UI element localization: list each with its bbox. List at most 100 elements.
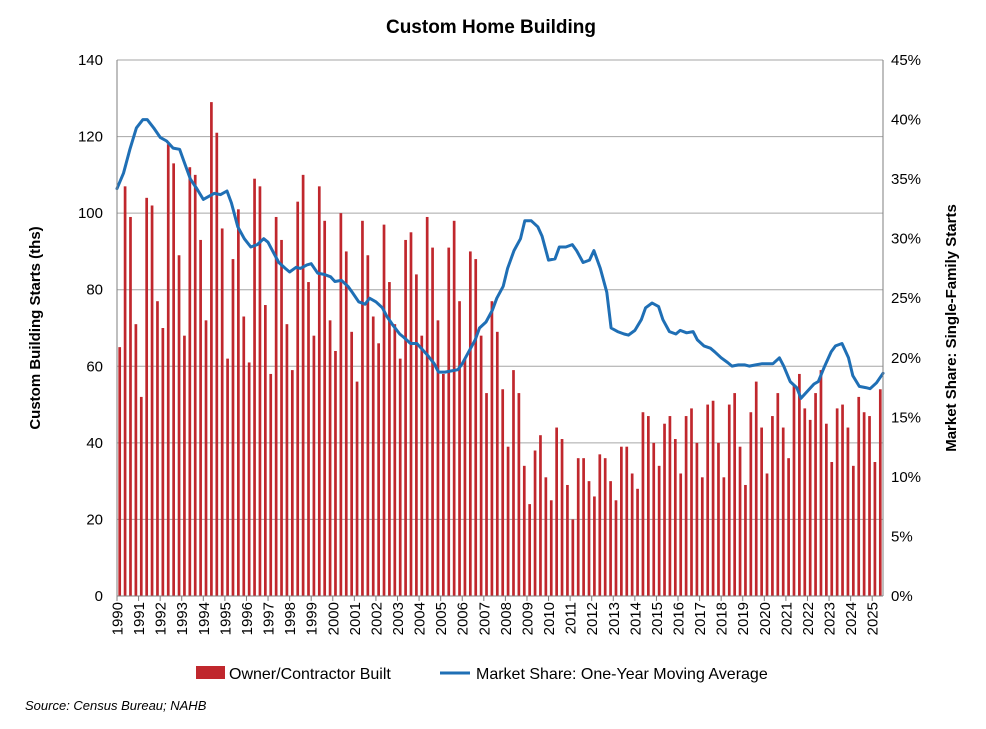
bar (792, 385, 796, 596)
bar (717, 442, 720, 596)
bar (630, 473, 634, 596)
x-axis-tick-label: 1997 (261, 602, 278, 635)
bar (274, 216, 278, 596)
left-axis-title: Custom Building Starts (ths) (27, 226, 44, 429)
bar (695, 442, 699, 596)
right-axis-tick-label: 45% (891, 52, 921, 69)
bar (264, 305, 267, 596)
bar (733, 393, 737, 596)
bar (533, 450, 537, 596)
source-note: Source: Census Bureau; NAHB (25, 698, 207, 713)
right-axis-title: Market Share: Single-Family Starts (943, 204, 960, 452)
x-axis-tick-label: 2014 (627, 602, 644, 635)
x-axis-tick-label: 1990 (110, 602, 127, 635)
left-axis-tick-label: 20 (86, 511, 103, 528)
bar (868, 416, 871, 596)
bar (647, 416, 650, 596)
bar (873, 462, 877, 596)
left-axis-tick-label: 60 (86, 358, 103, 375)
x-axis-tick-label: 2011 (563, 602, 580, 634)
bar (269, 373, 273, 596)
right-axis-tick-label: 20% (891, 350, 921, 367)
x-axis-tick-labels: 1990 1991 1992 1993 1994 1995 1996 1997 1998 1999… (110, 602, 882, 635)
bar (814, 393, 817, 596)
bar (598, 454, 602, 596)
bar (738, 446, 742, 596)
bar (781, 427, 785, 596)
x-axis-tick-label: 2018 (714, 602, 731, 635)
bar (593, 496, 596, 596)
bar (355, 381, 359, 596)
bar (312, 335, 316, 596)
x-axis-tick-label: 2002 (368, 602, 385, 635)
bar (156, 301, 159, 596)
bar (711, 400, 715, 596)
bar (301, 174, 305, 597)
bar (398, 358, 402, 596)
x-axis-tick-label: 2010 (541, 602, 558, 635)
bar (582, 458, 585, 596)
bar (237, 209, 240, 596)
bar (371, 316, 375, 596)
bar (614, 500, 618, 596)
right-axis-tick-label: 10% (891, 469, 921, 486)
bar (571, 519, 575, 596)
bar (544, 477, 548, 596)
bar (458, 301, 461, 596)
bar (420, 335, 424, 596)
bar (258, 186, 262, 596)
bar (344, 251, 348, 596)
x-axis-tick-label: 2004 (412, 602, 429, 635)
bar (409, 232, 413, 597)
bar (841, 404, 844, 596)
bar-series-owner-contractor-built (118, 102, 882, 597)
x-axis-tick-label: 2020 (757, 602, 774, 635)
bar (679, 473, 683, 596)
bar (641, 412, 645, 596)
bar (587, 481, 591, 596)
bar (771, 416, 774, 596)
bar (539, 435, 542, 596)
bar (576, 458, 580, 596)
right-axis-tick-label: 15% (891, 409, 921, 426)
bar (765, 473, 769, 596)
bar (431, 247, 434, 596)
bar (819, 370, 823, 596)
x-axis-tick-label: 2023 (822, 602, 839, 635)
legend-swatch-bar (196, 666, 225, 679)
bar (722, 477, 726, 596)
bar (700, 477, 704, 596)
bar (603, 458, 607, 596)
bar (835, 408, 839, 596)
bar (468, 251, 472, 596)
bar (463, 358, 467, 596)
legend: Owner/Contractor Built Market Share: One… (196, 666, 768, 683)
bar (129, 216, 132, 596)
bar (652, 442, 656, 596)
x-axis-tick-label: 2022 (800, 602, 817, 635)
bar (447, 247, 451, 596)
bar (506, 446, 510, 596)
bar (220, 228, 224, 596)
bar (436, 320, 440, 596)
bar (857, 396, 861, 596)
x-axis-tick-label: 2013 (606, 602, 623, 635)
bar (123, 186, 127, 596)
x-axis-tick-label: 1991 (131, 602, 148, 635)
x-axis-tick-label: 2000 (325, 602, 342, 635)
x-axis-tick-label: 2001 (347, 602, 364, 635)
x-axis-tick-label: 2021 (778, 602, 795, 635)
right-axis-tick-labels: 0% 5% 10% 15% 20% 25% 30% 35% 40% 45% (891, 52, 921, 605)
bar (323, 220, 327, 597)
x-axis-tick-label: 2006 (455, 602, 472, 635)
bar (706, 404, 710, 596)
x-axis-tick-label: 1994 (196, 602, 213, 635)
bar (684, 416, 688, 596)
legend-label-bar: Owner/Contractor Built (229, 666, 391, 683)
bar (636, 488, 639, 596)
x-axis-tick-label: 2009 (519, 602, 536, 635)
bar (566, 484, 569, 596)
bar (512, 370, 515, 596)
x-axis-tick-label: 1996 (239, 602, 256, 635)
axes (116, 60, 884, 601)
